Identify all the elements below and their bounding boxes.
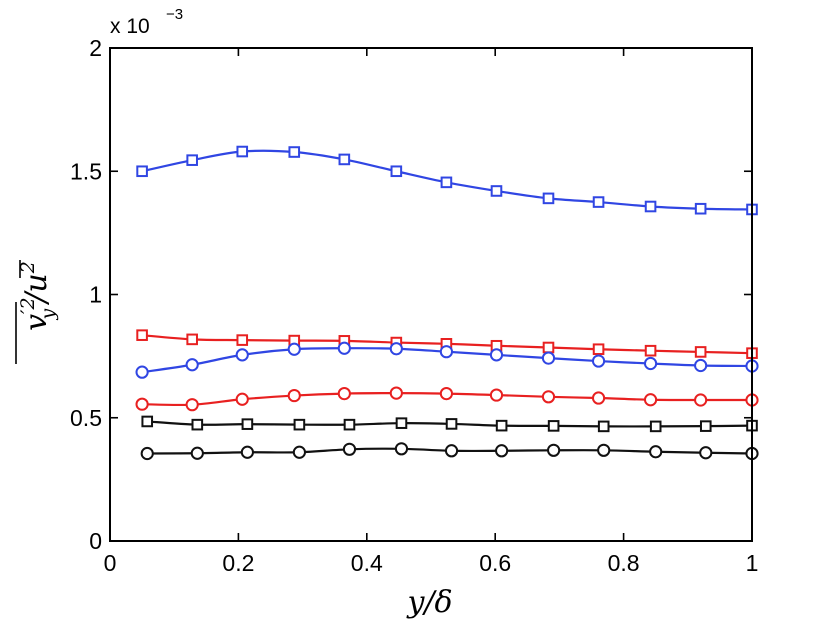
data-point-circle — [337, 341, 351, 355]
data-point-circle — [699, 446, 713, 460]
data-point-square — [694, 202, 707, 215]
data-point-square — [343, 418, 356, 431]
data-point-square — [694, 346, 707, 358]
data-point-circle — [235, 392, 249, 406]
data-point-square — [241, 418, 254, 430]
data-point-square — [136, 165, 148, 178]
data-point-square — [649, 420, 662, 433]
data-point-circle — [694, 358, 708, 373]
y-label-sub: y — [37, 308, 59, 320]
y-axis-label: v′2y /u2 — [15, 260, 59, 364]
data-point-square — [395, 417, 408, 429]
x-tick-label: 0.6 — [479, 550, 511, 576]
data-point-circle — [287, 342, 301, 356]
series-blue-circles — [135, 341, 759, 379]
data-point-circle — [185, 358, 199, 372]
data-point-square — [542, 341, 555, 354]
data-point-circle — [140, 446, 154, 461]
series-black-squares — [141, 415, 758, 433]
series-blue-squares — [136, 145, 758, 216]
data-point-circle — [643, 393, 658, 407]
data-point-circle — [287, 388, 301, 403]
y-tick-label: 0 — [89, 528, 102, 554]
data-point-square — [699, 420, 712, 432]
data-point-square — [592, 196, 605, 208]
data-point-circle — [591, 391, 606, 405]
data-point-square — [236, 334, 249, 346]
axis-ticks: 0 0.2 0.4 0.6 0.8 1 0 0.5 1 1.5 2 — [70, 35, 758, 576]
data-point-circle — [495, 444, 509, 458]
data-point-circle — [135, 397, 149, 411]
x-tick-label: 0.2 — [222, 550, 254, 576]
data-point-square — [390, 165, 403, 178]
y-label-var: v — [19, 314, 54, 331]
data-point-circle — [591, 354, 606, 368]
data-point-square — [186, 333, 198, 346]
plot-frame — [109, 47, 753, 542]
data-point-circle — [389, 386, 403, 400]
y-tick-label: 1.5 — [70, 158, 102, 184]
data-point-circle — [597, 443, 611, 457]
data-point-square — [186, 154, 198, 166]
y-label-sep: / — [19, 290, 54, 306]
data-point-square — [490, 185, 503, 197]
data-point-circle — [439, 345, 454, 359]
data-point-circle — [394, 442, 409, 456]
series-red-circles — [135, 386, 759, 412]
data-point-square — [136, 329, 148, 341]
y-tick-label: 2 — [89, 35, 102, 61]
data-point-circle — [235, 348, 249, 362]
y-label-prime: ′2 — [17, 297, 39, 313]
data-point-circle — [342, 442, 357, 456]
data-point-circle — [694, 393, 708, 407]
data-point-square — [542, 192, 555, 205]
y-axis-label-text: v′2y /u2 — [17, 261, 59, 331]
data-point-square — [644, 344, 657, 357]
data-point-circle — [489, 388, 504, 402]
data-point-square — [440, 176, 453, 189]
data-point-circle — [190, 446, 204, 460]
data-point-circle — [439, 386, 454, 401]
data-point-circle — [643, 356, 658, 371]
data-point-square — [236, 145, 249, 158]
data-point-circle — [389, 342, 403, 356]
data-point-circle — [489, 348, 504, 362]
y-tick-label: 1 — [89, 282, 102, 308]
data-point-square — [191, 418, 204, 431]
x-axis-label: y/δ — [405, 585, 452, 620]
series-red-squares — [136, 329, 758, 359]
x-tick-label: 0.8 — [608, 550, 640, 576]
y-label-den: u — [19, 273, 54, 292]
data-point-square — [644, 200, 657, 213]
data-point-square — [293, 418, 306, 431]
data-point-circle — [135, 365, 149, 379]
data-point-square — [547, 420, 560, 432]
y-multiplier-exponent: −3 — [166, 6, 183, 23]
x-tick-label: 0 — [104, 550, 117, 576]
series-black-circles — [140, 442, 759, 461]
data-point-circle — [185, 398, 199, 412]
data-point-circle — [541, 351, 556, 365]
x-tick-label: 1 — [746, 550, 759, 576]
data-point-circle — [444, 444, 459, 458]
data-point-square — [495, 419, 508, 432]
data-point-square — [288, 146, 301, 158]
y-tick-label: 0.5 — [70, 405, 102, 431]
data-point-circle — [541, 390, 556, 404]
y-label-den-sup: 2 — [17, 261, 39, 274]
data-point-circle — [337, 386, 351, 401]
data-point-square — [445, 418, 458, 430]
data-point-circle — [649, 445, 663, 459]
chart-marks — [135, 145, 759, 461]
data-point-circle — [547, 443, 561, 457]
data-point-circle — [240, 445, 254, 459]
y-multiplier: x 10 — [110, 15, 150, 38]
data-point-circle — [292, 445, 306, 459]
data-point-square — [141, 415, 154, 428]
x-tick-label: 0.4 — [351, 550, 383, 576]
data-point-square — [338, 153, 351, 166]
data-point-square — [592, 343, 605, 356]
data-point-square — [597, 420, 610, 433]
